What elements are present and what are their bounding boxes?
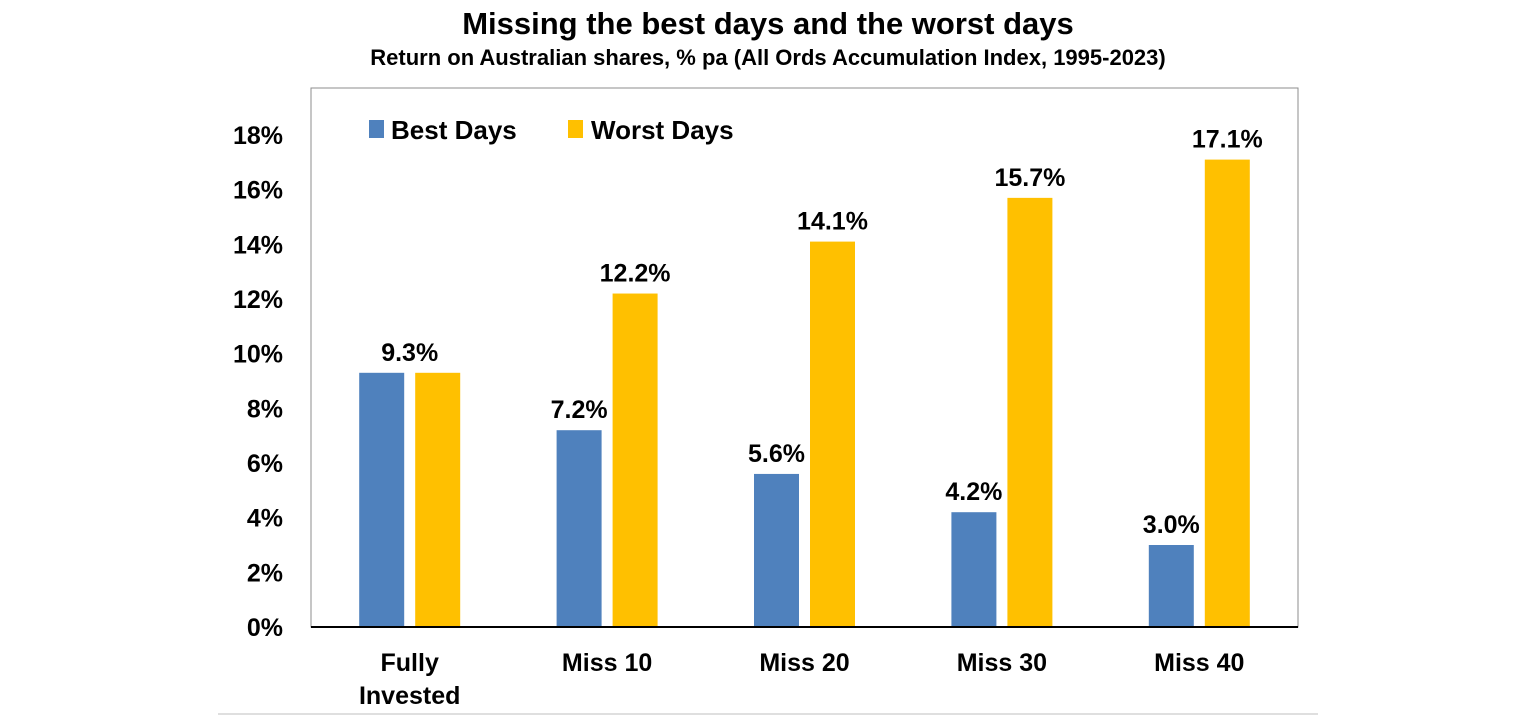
data-label: 5.6% — [748, 440, 805, 468]
data-label: 4.2% — [945, 478, 1002, 506]
x-category-label: Miss 40 — [1154, 649, 1244, 677]
chart-title: Missing the best days and the worst days — [462, 6, 1074, 41]
bar-best-days — [1148, 545, 1194, 627]
y-tick-label: 6% — [247, 450, 283, 478]
y-tick-label: 4% — [247, 505, 283, 533]
x-category-label: Miss 10 — [562, 649, 652, 677]
y-tick-label: 0% — [247, 614, 283, 642]
data-label: 7.2% — [551, 396, 608, 424]
bar-best-days — [754, 473, 799, 627]
y-tick-label: 14% — [233, 231, 283, 259]
bar-best-days — [556, 430, 602, 627]
x-axis-labels: Fully Invested Miss 10 Miss 20 Miss 30 Miss 4… — [359, 649, 1244, 710]
bar-worst-days — [810, 241, 855, 627]
legend-label-best-days: Best Days — [391, 115, 517, 145]
bar-worst-days — [1007, 197, 1053, 627]
data-labels-layer: 9.3% 7.2% 12.2% 5.6% 14.1% 4.2% 15.7% 3.0% 17.1% — [381, 126, 1263, 539]
y-tick-label: 12% — [233, 286, 283, 314]
data-label: 14.1% — [797, 208, 868, 236]
data-label: 12.2% — [600, 260, 671, 288]
x-category-label: Fully — [381, 649, 439, 677]
data-label: 15.7% — [994, 164, 1065, 192]
y-tick-label: 8% — [247, 395, 283, 423]
data-label: 9.3% — [381, 339, 438, 367]
bar-best-days — [359, 372, 405, 627]
y-axis-ticks: 0% 2% 4% 6% 8% 10% 12% 14% 16% 18% — [233, 122, 283, 642]
x-category-label: Invested — [359, 682, 460, 710]
y-tick-label: 10% — [233, 341, 283, 369]
x-category-label: Miss 20 — [759, 649, 849, 677]
y-tick-label: 2% — [247, 559, 283, 587]
bar-worst-days — [1204, 159, 1250, 627]
chart-subtitle: Return on Australian shares, % pa (All O… — [370, 45, 1166, 70]
y-tick-label: 18% — [233, 122, 283, 150]
legend: Best Days Worst Days — [369, 115, 734, 145]
legend-label-worst-days: Worst Days — [591, 115, 734, 145]
bars-layer — [359, 159, 1250, 627]
data-label: 17.1% — [1192, 126, 1263, 154]
y-tick-label: 16% — [233, 177, 283, 205]
bar-worst-days — [612, 293, 658, 627]
x-category-label: Miss 30 — [957, 649, 1047, 677]
legend-swatch-best-days — [369, 120, 384, 138]
legend-swatch-worst-days — [568, 120, 583, 138]
bar-best-days — [951, 512, 997, 627]
bar-worst-days — [415, 372, 461, 627]
data-label: 3.0% — [1143, 511, 1200, 539]
